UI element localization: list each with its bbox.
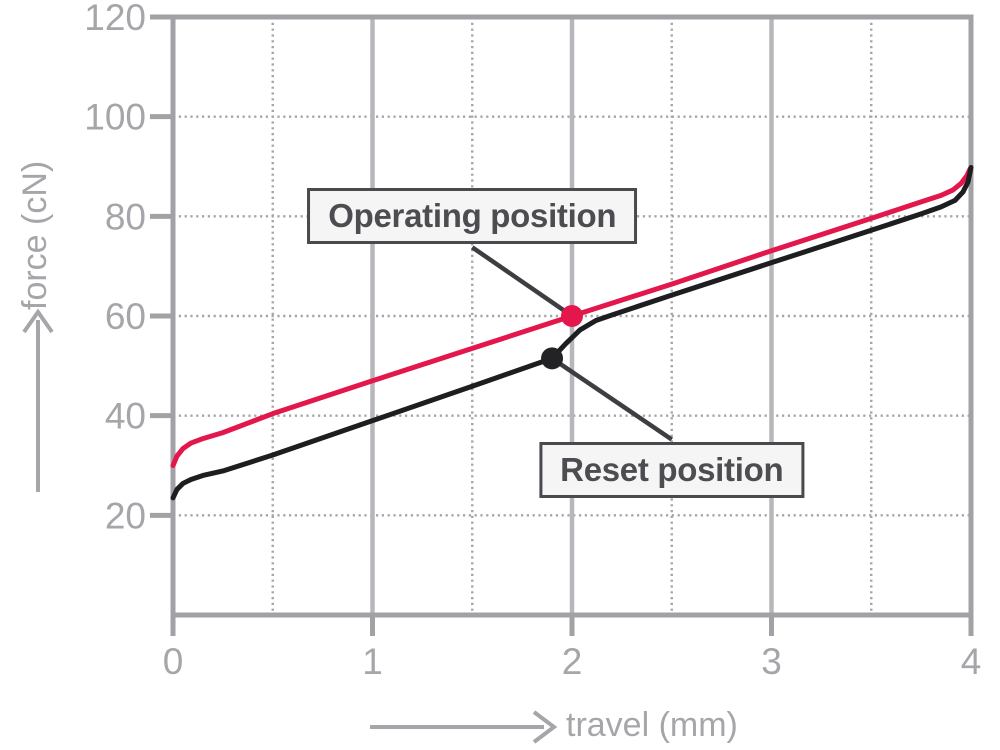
plot-border — [170, 14, 974, 618]
y-axis-title: force (cN) — [16, 160, 54, 310]
reset-position-callout: Reset position — [539, 442, 805, 499]
x-tick-label: 3 — [761, 641, 782, 682]
reset-point — [541, 347, 564, 370]
y-tick-label: 100 — [84, 97, 146, 138]
release-curve — [170, 164, 974, 501]
callout-leader-line — [470, 245, 574, 318]
callout-leader-line — [550, 356, 674, 442]
x-tick-label: 1 — [362, 641, 383, 682]
x-axis-title: travel (mm) — [566, 706, 738, 744]
y-tick-label: 60 — [105, 296, 146, 337]
x-tick-label: 2 — [562, 641, 583, 682]
y-tick-label: 40 — [105, 396, 146, 437]
y-tick-label: 20 — [105, 495, 146, 536]
operating-position-callout: Operating position — [307, 188, 638, 245]
x-tick-label: 0 — [163, 641, 184, 682]
x-tick-label: 4 — [961, 641, 982, 682]
y-tick-label: 80 — [105, 196, 146, 237]
x-axis-arrow-head — [532, 710, 558, 744]
y-axis-arrow-head — [22, 308, 54, 334]
y-tick-label: 120 — [84, 0, 146, 38]
operating-point — [561, 305, 583, 327]
